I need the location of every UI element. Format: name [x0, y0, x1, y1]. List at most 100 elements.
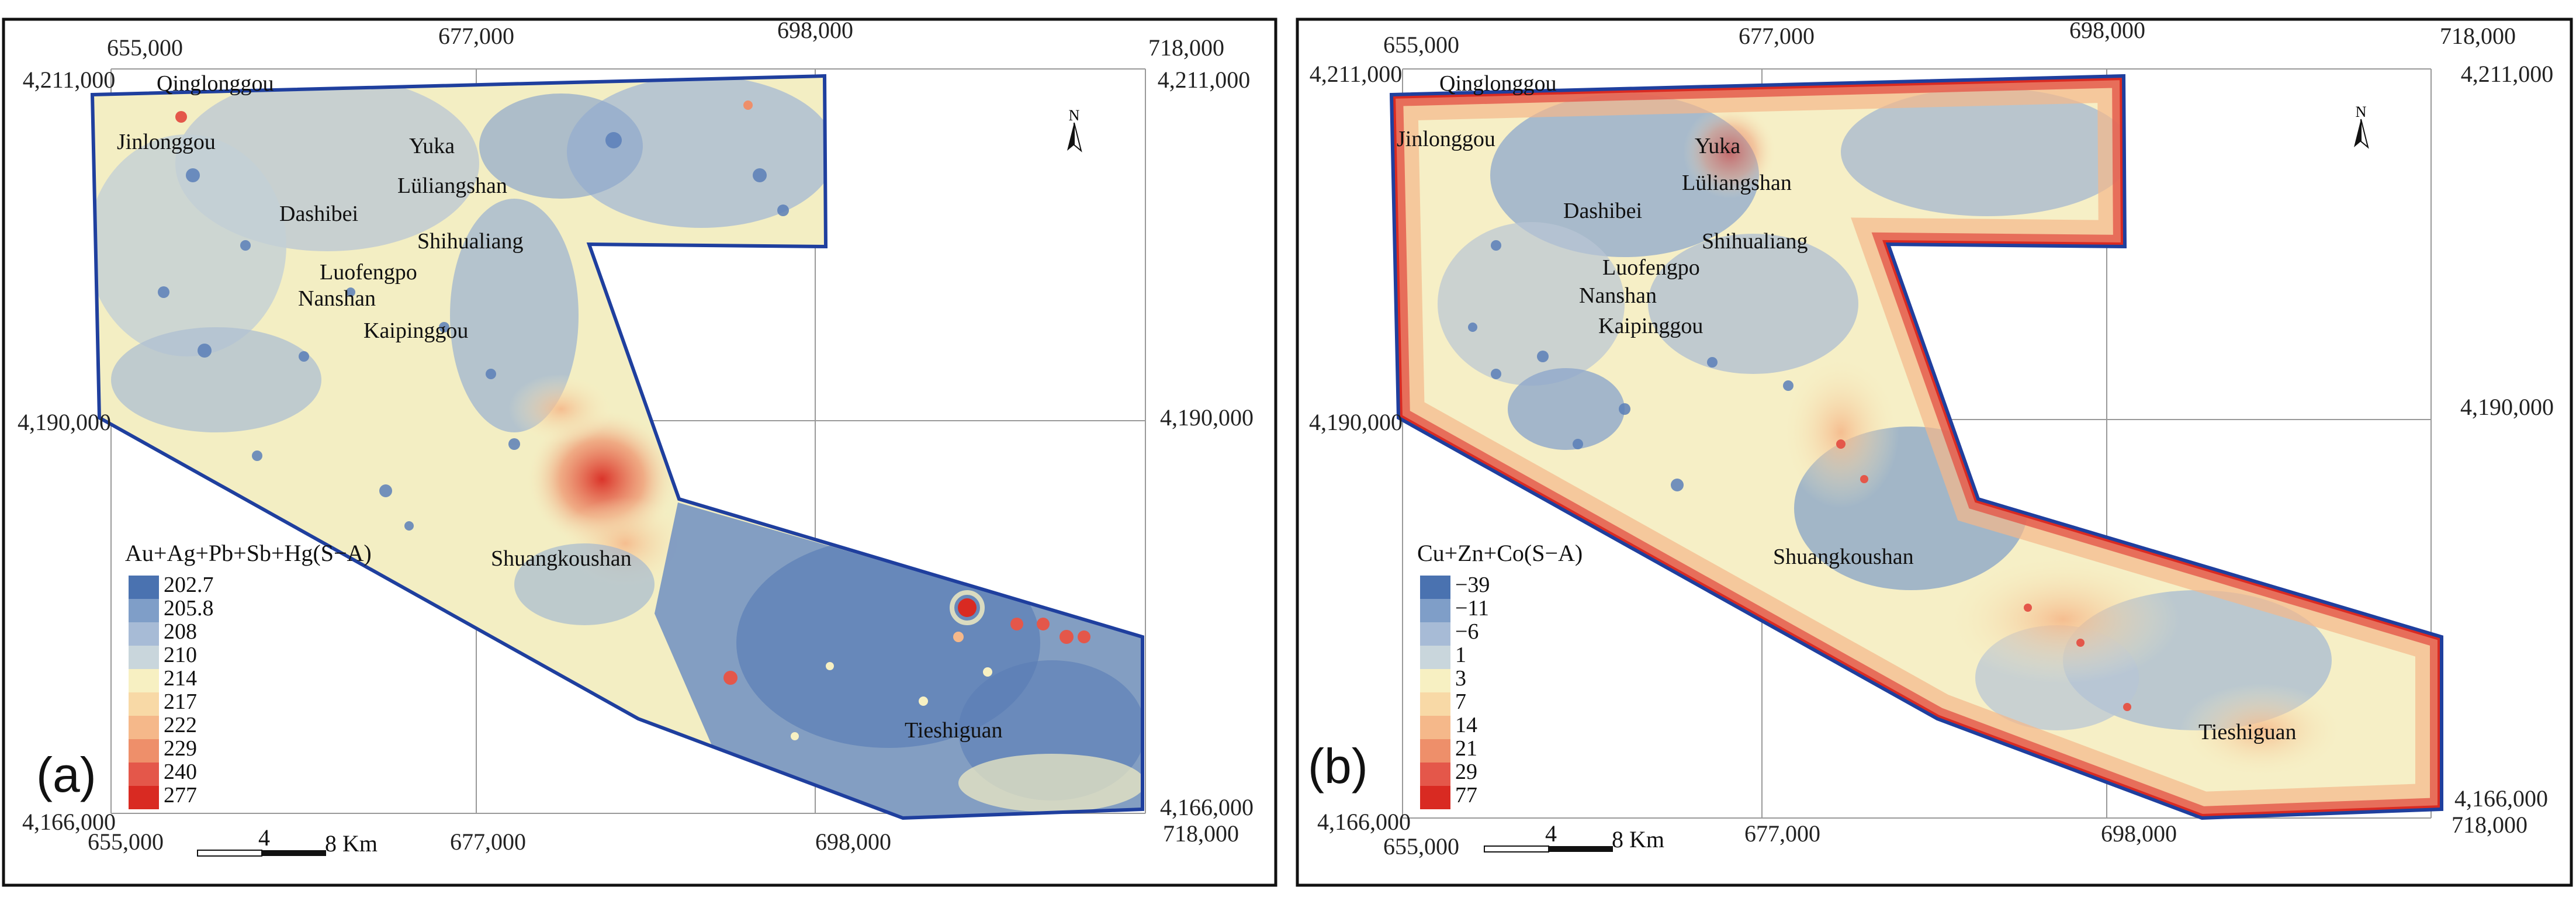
- place-yuka: Yuka: [1695, 134, 1740, 158]
- legend-swatch: [1420, 646, 1450, 669]
- place-qinglonggou: Qinglonggou: [1439, 71, 1557, 96]
- place-nanshan: Nanshan: [298, 286, 376, 311]
- place-kaipinggou: Kaipinggou: [1598, 314, 1703, 338]
- legend-swatch: [1420, 599, 1450, 622]
- panel-b: 655,000 677,000 698,000 718,000 4,211,00…: [1296, 17, 2573, 887]
- coord-x-top-1: 655,000: [1383, 32, 1459, 58]
- place-qinglonggou: Qinglonggou: [157, 71, 274, 96]
- panel-a-legend: Au+Ag+Pb+Sb+Hg(S−A) 202.7205.82082102142…: [125, 540, 372, 809]
- coord-y-left-mid: 4,190,000: [18, 409, 111, 435]
- coord-y-right-mid: 4,190,000: [1160, 404, 1254, 431]
- coord-x-top-2: 677,000: [438, 23, 514, 49]
- legend-swatch: [129, 599, 159, 622]
- legend-swatch: [129, 786, 159, 809]
- legend-swatch: [129, 716, 159, 739]
- legend-title: Cu+Zn+Co(S−A): [1417, 540, 1583, 566]
- place-shihualiang: Shihualiang: [1702, 229, 1808, 254]
- coord-x-bottom-1: 655,000: [88, 829, 164, 855]
- legend-swatch: [1420, 692, 1450, 716]
- place-dashibei: Dashibei: [279, 202, 358, 226]
- place-shuangkoushan: Shuangkoushan: [491, 546, 632, 571]
- panel-a-place-labels: Qinglonggou Jinlonggou Yuka Lüliangshan …: [117, 71, 1003, 743]
- coord-x-bottom-3: 698,000: [2101, 820, 2177, 847]
- legend-swatches: [1420, 576, 1450, 809]
- coord-x-top-4: 718,000: [1148, 34, 1224, 61]
- place-jinlonggou: Jinlonggou: [117, 130, 216, 154]
- legend-swatch: [1420, 763, 1450, 786]
- legend-value: 7: [1455, 689, 1466, 714]
- panel-label-a: (a): [36, 747, 96, 802]
- coord-y-right-mid: 4,190,000: [2460, 394, 2554, 420]
- panel-label-b: (b): [1308, 739, 1368, 793]
- scale-end: 8 Km: [1612, 826, 1664, 853]
- coord-x-top-3: 698,000: [2069, 17, 2145, 43]
- legend-swatch: [129, 646, 159, 669]
- panel-b-study-area-boundary: [1389, 74, 2443, 820]
- legend-swatches: [129, 576, 159, 809]
- north-label: N: [1069, 107, 1080, 124]
- legend-swatch: [129, 669, 159, 692]
- legend-swatch: [129, 692, 159, 716]
- place-jinlonggou: Jinlonggou: [1397, 127, 1495, 151]
- coord-x-bottom-3: 698,000: [815, 829, 891, 855]
- coord-y-left-bottom: 4,166,000: [22, 809, 116, 835]
- panel-a-north-arrow: N: [1067, 107, 1082, 153]
- legend-swatch: [1420, 739, 1450, 763]
- coord-y-right-top: 4,211,000: [2461, 61, 2554, 87]
- legend-value: 210: [164, 643, 197, 667]
- legend-value: 208: [164, 619, 197, 644]
- coord-y-left-mid: 4,190,000: [1309, 409, 1403, 435]
- coord-y-right-bottom: 4,166,000: [1160, 794, 1254, 820]
- scale-mid: 4: [258, 824, 270, 851]
- legend-value: 29: [1455, 760, 1477, 784]
- legend-value: 214: [164, 666, 197, 691]
- place-tieshiguan: Tieshiguan: [905, 718, 1003, 743]
- place-shuangkoushan: Shuangkoushan: [1773, 545, 1914, 569]
- place-luliangshan: Lüliangshan: [1682, 171, 1792, 195]
- legend-value: −6: [1455, 619, 1479, 644]
- panel-b-north-arrow: N: [2354, 103, 2369, 149]
- legend-value: −11: [1455, 596, 1489, 621]
- legend-value: −39: [1455, 573, 1490, 597]
- coord-y-right-top: 4,211,000: [1158, 67, 1251, 93]
- coord-y-left-top: 4,211,000: [1310, 61, 1403, 87]
- coord-x-bottom-2: 677,000: [450, 829, 526, 855]
- place-luliangshan: Lüliangshan: [397, 174, 507, 198]
- legend-value: 205.8: [164, 596, 214, 621]
- north-label: N: [2356, 103, 2367, 120]
- coord-x-bottom-2: 677,000: [1744, 820, 1820, 847]
- legend-value: 14: [1455, 713, 1477, 737]
- legend-swatch: [1420, 786, 1450, 809]
- place-luofengpo: Luofengpo: [320, 260, 417, 285]
- place-shihualiang: Shihualiang: [417, 229, 524, 254]
- legend-title: Au+Ag+Pb+Sb+Hg(S−A): [125, 540, 372, 566]
- coord-x-bottom-4: 718,000: [1163, 820, 1239, 847]
- legend-swatch: [1420, 716, 1450, 739]
- scale-mid: 4: [1545, 820, 1557, 847]
- scale-end: 8 Km: [325, 830, 378, 857]
- legend-swatch: [129, 576, 159, 599]
- legend-swatch: [129, 739, 159, 763]
- panel-a-scale-bar: 4 8 Km: [197, 824, 378, 857]
- coord-x-top-2: 677,000: [1739, 23, 1815, 49]
- coord-x-bottom-1: 655,000: [1383, 833, 1459, 860]
- place-tieshiguan: Tieshiguan: [2198, 720, 2297, 744]
- legend-value: 240: [164, 760, 197, 784]
- legend-swatch: [1420, 669, 1450, 692]
- legend-value: 77: [1455, 783, 1477, 808]
- panel-b-scale-bar: 4 8 Km: [1484, 820, 1664, 853]
- place-kaipinggou: Kaipinggou: [363, 318, 468, 343]
- panel-a-study-area-boundary: [90, 74, 1144, 820]
- place-yuka: Yuka: [409, 134, 455, 158]
- coord-x-bottom-4: 718,000: [2452, 812, 2527, 838]
- coord-y-left-top: 4,211,000: [23, 67, 116, 93]
- coord-y-right-bottom: 4,166,000: [2454, 785, 2548, 812]
- place-dashibei: Dashibei: [1563, 199, 1642, 223]
- panel-b-place-labels: Qinglonggou Jinlonggou Yuka Lüliangshan …: [1397, 71, 2297, 744]
- place-luofengpo: Luofengpo: [1602, 255, 1700, 280]
- legend-swatch: [1420, 622, 1450, 646]
